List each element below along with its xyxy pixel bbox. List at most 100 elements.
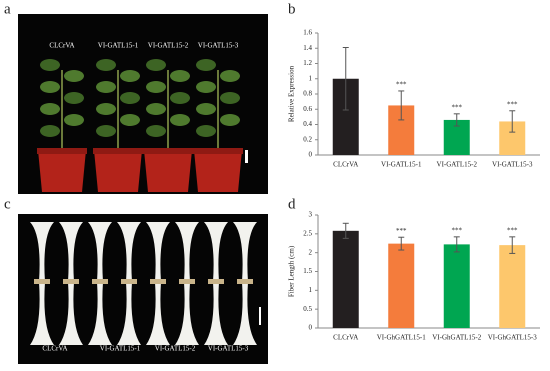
pot bbox=[94, 150, 142, 192]
panel-letter: c bbox=[4, 196, 11, 212]
significance: *** bbox=[507, 100, 518, 108]
y-tick-label: 2.5 bbox=[303, 229, 312, 237]
y-tick-label: 0.4 bbox=[303, 120, 312, 128]
leaf bbox=[96, 125, 116, 137]
x-tick-label: CLCrVA bbox=[333, 161, 358, 169]
stem bbox=[167, 70, 169, 155]
pot-rim bbox=[143, 148, 193, 154]
leaf bbox=[96, 59, 116, 71]
y-tick-label: 2 bbox=[309, 248, 313, 256]
significance: *** bbox=[452, 226, 463, 234]
y-tick-label: 1 bbox=[309, 286, 313, 294]
pot-rim bbox=[193, 148, 243, 154]
y-tick-label: 1.5 bbox=[303, 267, 312, 275]
leaf bbox=[196, 103, 216, 115]
bar bbox=[332, 230, 359, 328]
leaf bbox=[40, 59, 60, 71]
leaf bbox=[146, 81, 166, 93]
x-tick-label: CLCrVA bbox=[333, 334, 358, 342]
leaf bbox=[40, 125, 60, 137]
y-tick-label: 0 bbox=[309, 324, 313, 332]
photo-fibers: CLCrVA VI-GATL15-1 VI-GATL15-2 VI-GATL15-3 bbox=[18, 214, 268, 364]
stem bbox=[61, 70, 63, 155]
photo-plants: CLCrVA VI-GATL15-1 VI-GATL15-2 VI-GATL15-3 bbox=[18, 14, 268, 194]
y-axis-label: Relative Expression bbox=[288, 65, 296, 122]
y-tick-label: 3 bbox=[309, 211, 313, 219]
fiber-knot bbox=[121, 279, 137, 284]
leaf bbox=[64, 114, 84, 126]
scale-bar bbox=[245, 150, 248, 163]
photo-label: VI-GATL15-2 bbox=[148, 42, 189, 50]
photo-label: VI-GATL15-3 bbox=[208, 345, 249, 353]
leaf bbox=[40, 81, 60, 93]
leaf bbox=[196, 81, 216, 93]
y-tick-label: 1.2 bbox=[303, 59, 312, 67]
fiber-knot bbox=[208, 279, 224, 284]
leaf bbox=[146, 125, 166, 137]
leaf bbox=[220, 70, 240, 82]
bar bbox=[443, 244, 470, 328]
fiber-knot bbox=[92, 279, 108, 284]
panel-letter: a bbox=[4, 1, 11, 17]
leaf bbox=[196, 125, 216, 137]
leaf bbox=[120, 114, 140, 126]
y-tick-label: 1.4 bbox=[303, 44, 312, 52]
scale-bar bbox=[259, 307, 261, 325]
significance: *** bbox=[396, 227, 407, 235]
bar bbox=[388, 243, 415, 328]
leaf bbox=[146, 103, 166, 115]
x-tick-label: VI-GhGATL15-2 bbox=[432, 334, 481, 342]
significance: *** bbox=[452, 103, 463, 111]
fiber-knot bbox=[237, 279, 253, 284]
stem bbox=[117, 70, 119, 155]
y-tick-label: 0.2 bbox=[303, 135, 312, 143]
leaf bbox=[220, 114, 240, 126]
leaf bbox=[96, 103, 116, 115]
leaf bbox=[220, 92, 240, 104]
leaf bbox=[120, 70, 140, 82]
y-axis-label: Fiber Length (cm) bbox=[288, 245, 296, 297]
y-tick-label: 1 bbox=[309, 74, 313, 82]
photo-label: VI-GATL15-1 bbox=[100, 345, 141, 353]
x-tick-label: VI-GhGATL15-3 bbox=[488, 334, 537, 342]
y-tick-label: 0.8 bbox=[303, 90, 312, 98]
leaf bbox=[170, 114, 190, 126]
x-tick-label: VI-GATL15-1 bbox=[381, 161, 422, 169]
photo-label: VI-GATL15-3 bbox=[198, 42, 239, 50]
leaf bbox=[64, 70, 84, 82]
x-tick-label: VI-GATL15-2 bbox=[437, 161, 478, 169]
leaf bbox=[96, 81, 116, 93]
fiber-knot bbox=[179, 279, 195, 284]
fiber-knot bbox=[150, 279, 166, 284]
panel-letter: d bbox=[288, 196, 296, 212]
pot bbox=[194, 150, 242, 192]
significance: *** bbox=[507, 226, 518, 234]
pot bbox=[38, 150, 86, 192]
pot-rim bbox=[93, 148, 143, 154]
y-tick-label: 0.5 bbox=[303, 305, 312, 313]
x-tick-label: VI-GATL15-3 bbox=[492, 161, 533, 169]
fiber-knot bbox=[63, 279, 79, 284]
leaf bbox=[120, 92, 140, 104]
photo-label: CLCrVA bbox=[42, 345, 67, 353]
stem bbox=[217, 70, 219, 155]
y-tick-label: 0 bbox=[309, 151, 313, 159]
leaf bbox=[64, 92, 84, 104]
charts: 0 0.2 0.4 0.6 0.8 1 1.2 1.4 1.6 Relative Expressi… bbox=[288, 29, 540, 342]
fiber-knot bbox=[34, 279, 50, 284]
leaf bbox=[146, 59, 166, 71]
x-tick-label: VI-GhGATL15-1 bbox=[377, 334, 426, 342]
pot-rim bbox=[37, 148, 87, 154]
photo-label: VI-GATL15-2 bbox=[155, 345, 196, 353]
panel-letter: b bbox=[288, 1, 296, 17]
photo-background bbox=[18, 214, 268, 364]
pot bbox=[144, 150, 192, 192]
photo-label: VI-GATL15-1 bbox=[98, 42, 139, 50]
leaf bbox=[40, 103, 60, 115]
significance: *** bbox=[396, 81, 407, 89]
leaf bbox=[196, 59, 216, 71]
leaf bbox=[170, 70, 190, 82]
photo-label: CLCrVA bbox=[49, 42, 74, 50]
y-tick-label: 0.6 bbox=[303, 105, 312, 113]
